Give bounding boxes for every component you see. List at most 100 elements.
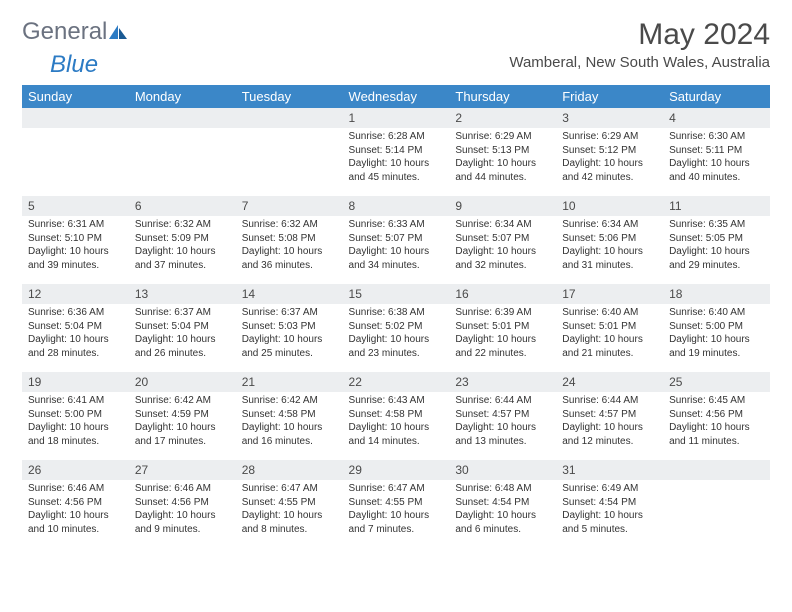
day-number: 16 — [449, 284, 556, 304]
day-details: Sunrise: 6:35 AMSunset: 5:05 PMDaylight:… — [663, 216, 770, 276]
day-details: Sunrise: 6:33 AMSunset: 5:07 PMDaylight:… — [343, 216, 450, 276]
daylight-text: Daylight: 10 hours and 9 minutes. — [135, 509, 230, 536]
sunset-text: Sunset: 5:04 PM — [28, 320, 123, 334]
sunset-text: Sunset: 5:12 PM — [562, 144, 657, 158]
day-number: 1 — [343, 108, 450, 128]
daylight-text: Daylight: 10 hours and 32 minutes. — [455, 245, 550, 272]
sunset-text: Sunset: 5:14 PM — [349, 144, 444, 158]
calendar-day-cell: 2Sunrise: 6:29 AMSunset: 5:13 PMDaylight… — [449, 108, 556, 196]
daylight-text: Daylight: 10 hours and 16 minutes. — [242, 421, 337, 448]
day-number: 18 — [663, 284, 770, 304]
calendar-day-cell: 3Sunrise: 6:29 AMSunset: 5:12 PMDaylight… — [556, 108, 663, 196]
sunrise-text: Sunrise: 6:28 AM — [349, 130, 444, 144]
daylight-text: Daylight: 10 hours and 39 minutes. — [28, 245, 123, 272]
sunset-text: Sunset: 4:55 PM — [242, 496, 337, 510]
day-details: Sunrise: 6:36 AMSunset: 5:04 PMDaylight:… — [22, 304, 129, 364]
day-details: Sunrise: 6:43 AMSunset: 4:58 PMDaylight:… — [343, 392, 450, 452]
sunrise-text: Sunrise: 6:42 AM — [242, 394, 337, 408]
daylight-text: Daylight: 10 hours and 28 minutes. — [28, 333, 123, 360]
sunset-text: Sunset: 5:00 PM — [669, 320, 764, 334]
sunrise-text: Sunrise: 6:44 AM — [562, 394, 657, 408]
daylight-text: Daylight: 10 hours and 19 minutes. — [669, 333, 764, 360]
calendar-day-cell: 26Sunrise: 6:46 AMSunset: 4:56 PMDayligh… — [22, 460, 129, 548]
calendar-day-cell — [22, 108, 129, 196]
calendar-day-cell: 21Sunrise: 6:42 AMSunset: 4:58 PMDayligh… — [236, 372, 343, 460]
daylight-text: Daylight: 10 hours and 25 minutes. — [242, 333, 337, 360]
sunrise-text: Sunrise: 6:39 AM — [455, 306, 550, 320]
day-number: 11 — [663, 196, 770, 216]
day-details: Sunrise: 6:47 AMSunset: 4:55 PMDaylight:… — [236, 480, 343, 540]
calendar-day-cell: 8Sunrise: 6:33 AMSunset: 5:07 PMDaylight… — [343, 196, 450, 284]
calendar-day-cell: 27Sunrise: 6:46 AMSunset: 4:56 PMDayligh… — [129, 460, 236, 548]
daylight-text: Daylight: 10 hours and 22 minutes. — [455, 333, 550, 360]
day-details: Sunrise: 6:45 AMSunset: 4:56 PMDaylight:… — [663, 392, 770, 452]
day-header-tuesday: Tuesday — [236, 85, 343, 108]
sunrise-text: Sunrise: 6:33 AM — [349, 218, 444, 232]
day-details: Sunrise: 6:32 AMSunset: 5:09 PMDaylight:… — [129, 216, 236, 276]
daylight-text: Daylight: 10 hours and 12 minutes. — [562, 421, 657, 448]
sunrise-text: Sunrise: 6:34 AM — [455, 218, 550, 232]
month-title: May 2024 — [509, 18, 770, 52]
sunrise-text: Sunrise: 6:47 AM — [349, 482, 444, 496]
sunset-text: Sunset: 5:07 PM — [349, 232, 444, 246]
calendar-day-cell: 16Sunrise: 6:39 AMSunset: 5:01 PMDayligh… — [449, 284, 556, 372]
day-number: 31 — [556, 460, 663, 480]
day-details: Sunrise: 6:32 AMSunset: 5:08 PMDaylight:… — [236, 216, 343, 276]
sunset-text: Sunset: 4:56 PM — [135, 496, 230, 510]
daylight-text: Daylight: 10 hours and 10 minutes. — [28, 509, 123, 536]
calendar-day-cell: 23Sunrise: 6:44 AMSunset: 4:57 PMDayligh… — [449, 372, 556, 460]
day-header-monday: Monday — [129, 85, 236, 108]
calendar-day-cell: 28Sunrise: 6:47 AMSunset: 4:55 PMDayligh… — [236, 460, 343, 548]
sunrise-text: Sunrise: 6:40 AM — [562, 306, 657, 320]
day-number — [236, 108, 343, 128]
day-details: Sunrise: 6:28 AMSunset: 5:14 PMDaylight:… — [343, 128, 450, 188]
day-header-sunday: Sunday — [22, 85, 129, 108]
day-details: Sunrise: 6:34 AMSunset: 5:07 PMDaylight:… — [449, 216, 556, 276]
day-number: 17 — [556, 284, 663, 304]
daylight-text: Daylight: 10 hours and 36 minutes. — [242, 245, 337, 272]
sunrise-text: Sunrise: 6:37 AM — [242, 306, 337, 320]
sunset-text: Sunset: 4:56 PM — [669, 408, 764, 422]
sunrise-text: Sunrise: 6:46 AM — [28, 482, 123, 496]
sunset-text: Sunset: 4:54 PM — [455, 496, 550, 510]
calendar-day-cell: 1Sunrise: 6:28 AMSunset: 5:14 PMDaylight… — [343, 108, 450, 196]
brand-logo: General — [22, 18, 131, 46]
sunrise-text: Sunrise: 6:38 AM — [349, 306, 444, 320]
day-number: 28 — [236, 460, 343, 480]
day-details: Sunrise: 6:37 AMSunset: 5:04 PMDaylight:… — [129, 304, 236, 364]
sunrise-text: Sunrise: 6:35 AM — [669, 218, 764, 232]
day-number: 9 — [449, 196, 556, 216]
day-details: Sunrise: 6:30 AMSunset: 5:11 PMDaylight:… — [663, 128, 770, 188]
sunset-text: Sunset: 4:59 PM — [135, 408, 230, 422]
sunrise-text: Sunrise: 6:40 AM — [669, 306, 764, 320]
day-details: Sunrise: 6:49 AMSunset: 4:54 PMDaylight:… — [556, 480, 663, 540]
day-details: Sunrise: 6:39 AMSunset: 5:01 PMDaylight:… — [449, 304, 556, 364]
day-details: Sunrise: 6:42 AMSunset: 4:59 PMDaylight:… — [129, 392, 236, 452]
calendar-day-cell: 24Sunrise: 6:44 AMSunset: 4:57 PMDayligh… — [556, 372, 663, 460]
day-number: 21 — [236, 372, 343, 392]
sunrise-text: Sunrise: 6:29 AM — [562, 130, 657, 144]
sunset-text: Sunset: 4:57 PM — [455, 408, 550, 422]
calendar-day-cell — [236, 108, 343, 196]
day-number — [663, 460, 770, 480]
day-number: 25 — [663, 372, 770, 392]
sunrise-text: Sunrise: 6:32 AM — [242, 218, 337, 232]
calendar-day-cell: 6Sunrise: 6:32 AMSunset: 5:09 PMDaylight… — [129, 196, 236, 284]
day-number — [22, 108, 129, 128]
sunrise-text: Sunrise: 6:48 AM — [455, 482, 550, 496]
calendar-day-cell: 22Sunrise: 6:43 AMSunset: 4:58 PMDayligh… — [343, 372, 450, 460]
day-details: Sunrise: 6:42 AMSunset: 4:58 PMDaylight:… — [236, 392, 343, 452]
sunset-text: Sunset: 5:10 PM — [28, 232, 123, 246]
sunset-text: Sunset: 5:02 PM — [349, 320, 444, 334]
day-number: 12 — [22, 284, 129, 304]
calendar-day-cell: 15Sunrise: 6:38 AMSunset: 5:02 PMDayligh… — [343, 284, 450, 372]
day-details: Sunrise: 6:47 AMSunset: 4:55 PMDaylight:… — [343, 480, 450, 540]
daylight-text: Daylight: 10 hours and 18 minutes. — [28, 421, 123, 448]
calendar-day-cell — [663, 460, 770, 548]
calendar-day-cell: 11Sunrise: 6:35 AMSunset: 5:05 PMDayligh… — [663, 196, 770, 284]
logo-text-blue: Blue — [50, 51, 98, 78]
calendar-day-cell: 4Sunrise: 6:30 AMSunset: 5:11 PMDaylight… — [663, 108, 770, 196]
day-number: 7 — [236, 196, 343, 216]
daylight-text: Daylight: 10 hours and 23 minutes. — [349, 333, 444, 360]
day-details: Sunrise: 6:46 AMSunset: 4:56 PMDaylight:… — [22, 480, 129, 540]
